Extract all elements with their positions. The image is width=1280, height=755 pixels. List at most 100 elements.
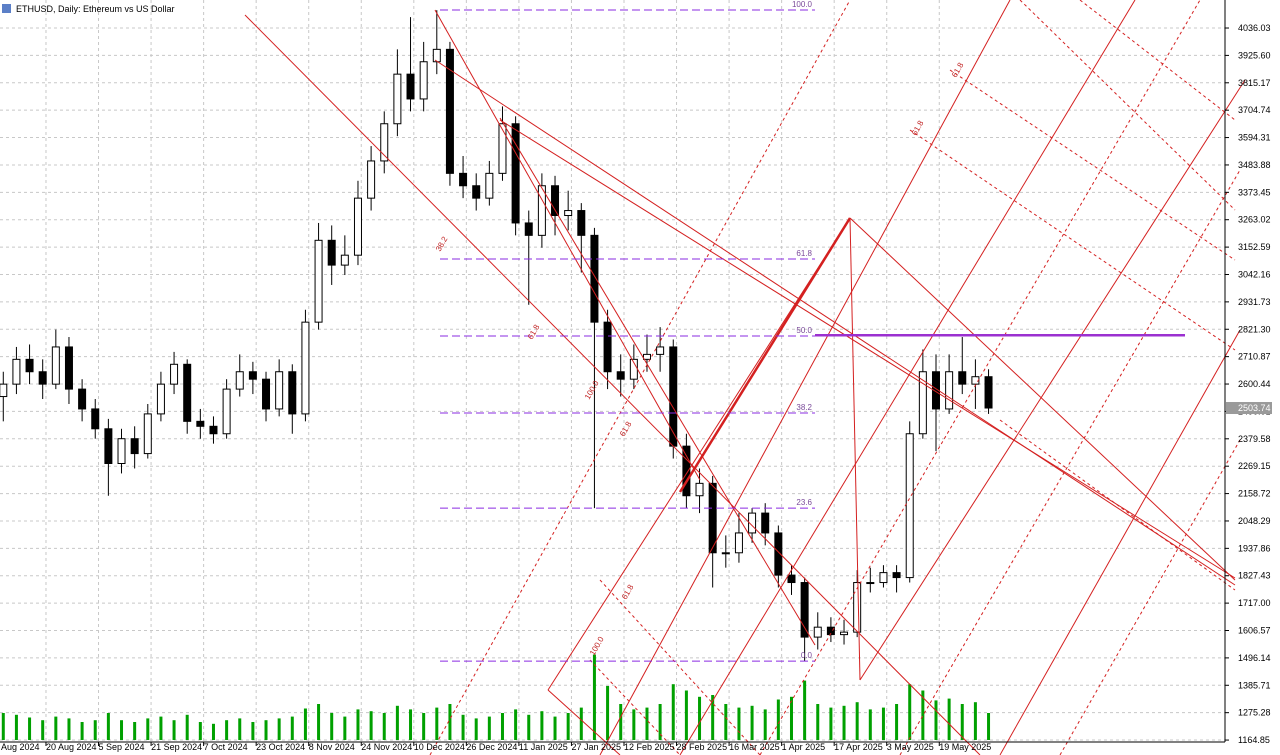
candle-body — [235, 371, 244, 390]
trend-line — [244, 14, 981, 755]
candle-body — [380, 123, 389, 162]
candle-body — [879, 572, 888, 584]
y-tick-label: 3704.74 — [1238, 105, 1271, 115]
candle-body — [340, 254, 349, 266]
candle-body — [524, 222, 533, 236]
candle-body — [813, 626, 822, 638]
candle-body — [156, 383, 165, 415]
drawn-objects — [244, 0, 1246, 755]
volume-bar — [225, 720, 229, 740]
channel-line — [678, 217, 852, 493]
candle-body — [288, 371, 297, 415]
x-tick-label: 20 Aug 2024 — [46, 742, 97, 752]
volume-bar — [41, 720, 45, 740]
y-tick-label: 2710.87 — [1238, 352, 1271, 362]
chart-title: ETHUSD, Daily: Ethereum vs US Dollar — [16, 4, 175, 14]
chart-icon — [2, 4, 11, 13]
channel-dashed — [1079, 0, 1236, 121]
fib-label: 100.0 — [792, 0, 813, 9]
volume-bar — [711, 695, 715, 740]
x-tick-label: 23 Oct 2024 — [256, 742, 305, 752]
volume-bar — [750, 705, 754, 740]
channel-line — [999, 329, 1241, 755]
candle-body — [104, 428, 113, 465]
volume-bar — [829, 707, 833, 740]
y-tick-label: 1937.86 — [1238, 543, 1271, 553]
x-tick-label: 17 Apr 2025 — [834, 742, 883, 752]
x-tick-label: 24 Nov 2024 — [361, 742, 412, 752]
channel-dashed — [759, 0, 1201, 755]
volume-bar — [330, 713, 334, 740]
candle-body — [695, 482, 704, 497]
last-price-box — [1226, 402, 1272, 415]
candle-body — [669, 346, 678, 447]
volume-bar — [684, 690, 688, 740]
channel-line — [547, 217, 851, 691]
x-tick-label: 21 Sep 2024 — [151, 742, 202, 752]
candle-body — [892, 572, 901, 579]
volume-bar — [527, 714, 531, 740]
x-tick-label: 19 May 2025 — [939, 742, 991, 752]
candle-body — [301, 321, 310, 415]
volume-bar — [698, 696, 702, 740]
volume-bar — [763, 709, 767, 740]
x-tick-label: 27 Jan 2025 — [571, 742, 621, 752]
y-tick-label: 2048.29 — [1238, 516, 1271, 526]
volume-bar — [960, 704, 964, 740]
x-tick-label: 11 Jan 2025 — [519, 742, 568, 752]
volume-bar — [28, 717, 32, 740]
candles — [0, 10, 993, 662]
volume-bar — [448, 704, 452, 740]
candle-body — [367, 160, 376, 199]
volume-bar — [264, 720, 268, 740]
candle-body — [314, 239, 323, 323]
y-tick-label: 1717.00 — [1238, 598, 1271, 608]
candle-body — [577, 210, 586, 236]
x-tick-label: 8 Nov 2024 — [309, 742, 355, 752]
grid — [0, 0, 1225, 742]
volume-bar — [895, 704, 899, 740]
candle-body — [248, 371, 257, 380]
candle-body — [25, 358, 34, 373]
candle-body — [564, 210, 573, 217]
volume-bar — [395, 705, 399, 740]
candle-body — [143, 413, 152, 455]
candle-body — [721, 552, 730, 555]
candle-body — [734, 532, 743, 554]
candle-body — [971, 376, 980, 385]
volume-bar — [816, 704, 820, 740]
volume-bar — [211, 723, 215, 740]
x-tick-label: 16 Mar 2025 — [729, 742, 780, 752]
candle-body — [826, 626, 835, 636]
y-tick-label: 3263.02 — [1238, 215, 1271, 225]
candle-body — [945, 371, 954, 410]
candle-body — [984, 376, 993, 409]
y-tick-label: 3925.60 — [1238, 50, 1271, 60]
volume-bar — [172, 720, 176, 740]
channel-dashed — [899, 169, 1241, 755]
volume-bar — [868, 709, 872, 740]
y-tick-label: 3042.16 — [1238, 269, 1271, 279]
candle-body — [183, 363, 192, 422]
channel-dashed — [1059, 439, 1241, 755]
candle-body — [91, 408, 100, 430]
volume-bar — [934, 700, 938, 740]
y-tick-label: 1496.14 — [1238, 653, 1271, 663]
volume-bar — [1, 713, 5, 740]
volume-bar — [14, 714, 18, 740]
x-tick-label: 10 Dec 2024 — [414, 742, 465, 752]
x-tick-label: 26 Dec 2024 — [466, 742, 517, 752]
volume-bar — [198, 722, 202, 740]
volume-bar — [553, 716, 557, 740]
volume-bar — [947, 698, 951, 740]
candle-body — [918, 371, 927, 435]
candle-body — [64, 346, 73, 390]
candle-body — [616, 371, 625, 380]
candle-body — [774, 532, 783, 576]
y-tick-label: 1164.85 — [1238, 735, 1270, 745]
x-tick-label: Aug 2024 — [1, 742, 40, 752]
volume-bar — [238, 718, 242, 740]
y-tick-label: 2821.30 — [1238, 324, 1271, 334]
